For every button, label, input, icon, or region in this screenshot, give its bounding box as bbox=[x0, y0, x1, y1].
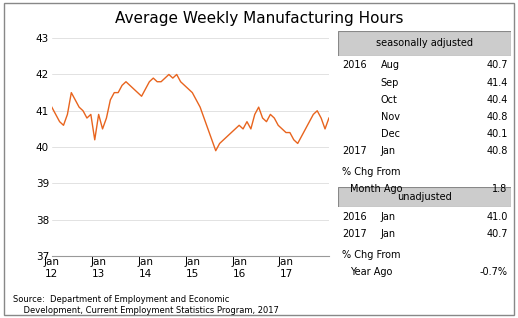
Text: 40.8: 40.8 bbox=[486, 146, 508, 156]
Text: 41.4: 41.4 bbox=[486, 78, 508, 87]
Text: 2016: 2016 bbox=[342, 212, 367, 222]
Text: unadjusted: unadjusted bbox=[397, 192, 452, 202]
Text: Oct: Oct bbox=[381, 95, 398, 105]
Text: Average Weekly Manufacturing Hours: Average Weekly Manufacturing Hours bbox=[115, 11, 403, 26]
Text: 40.7: 40.7 bbox=[486, 229, 508, 239]
Text: 41.0: 41.0 bbox=[486, 212, 508, 222]
Text: Sep: Sep bbox=[381, 78, 399, 87]
FancyBboxPatch shape bbox=[338, 31, 511, 56]
Text: 2017: 2017 bbox=[342, 229, 367, 239]
Text: 1.8: 1.8 bbox=[493, 184, 508, 194]
Text: Month Ago: Month Ago bbox=[350, 184, 402, 194]
Text: 2016: 2016 bbox=[342, 60, 367, 70]
Text: Jan: Jan bbox=[381, 229, 396, 239]
Text: 2017: 2017 bbox=[342, 146, 367, 156]
Text: 40.8: 40.8 bbox=[486, 112, 508, 122]
Text: Jan: Jan bbox=[381, 146, 396, 156]
Text: Dec: Dec bbox=[381, 129, 400, 139]
Text: 40.4: 40.4 bbox=[486, 95, 508, 105]
Text: % Chg From: % Chg From bbox=[342, 250, 400, 260]
Text: 40.1: 40.1 bbox=[486, 129, 508, 139]
Text: Year Ago: Year Ago bbox=[350, 267, 392, 277]
Text: seasonally adjusted: seasonally adjusted bbox=[376, 38, 473, 48]
Text: Source:  Department of Employment and Economic
    Development, Current Employme: Source: Department of Employment and Eco… bbox=[13, 295, 279, 315]
FancyBboxPatch shape bbox=[338, 187, 511, 207]
Text: % Chg From: % Chg From bbox=[342, 167, 400, 177]
Text: 40.7: 40.7 bbox=[486, 60, 508, 70]
Text: Aug: Aug bbox=[381, 60, 400, 70]
Text: Nov: Nov bbox=[381, 112, 400, 122]
Text: -0.7%: -0.7% bbox=[480, 267, 508, 277]
Text: Jan: Jan bbox=[381, 212, 396, 222]
